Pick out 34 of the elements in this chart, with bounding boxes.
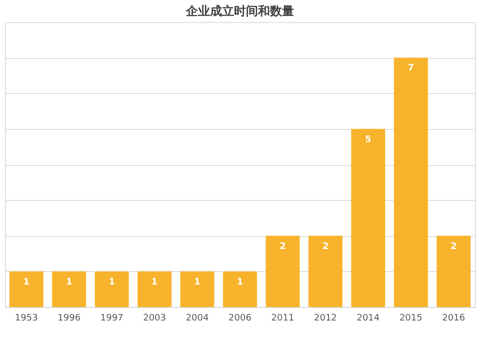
bar bbox=[351, 128, 386, 307]
data-label: 2 bbox=[450, 242, 457, 252]
bar bbox=[436, 236, 471, 307]
bar bbox=[223, 271, 257, 307]
bar bbox=[266, 236, 300, 307]
data-label: 2 bbox=[280, 242, 286, 252]
data-label: 1 bbox=[23, 277, 30, 288]
x-tick-label: 2011 bbox=[271, 314, 294, 324]
x-tick-label: 2003 bbox=[143, 314, 166, 324]
data-label: 1 bbox=[151, 277, 158, 288]
x-tick-label: 2006 bbox=[228, 314, 252, 324]
x-tick-label: 2004 bbox=[186, 314, 209, 324]
bar bbox=[138, 271, 172, 307]
chart-title: 企业成立时间和数量 bbox=[185, 4, 294, 18]
x-tick-label: 1997 bbox=[100, 314, 124, 324]
x-tick-label: 1953 bbox=[14, 314, 38, 324]
data-label: 1 bbox=[66, 277, 72, 288]
bar bbox=[394, 58, 428, 307]
bar bbox=[52, 271, 86, 307]
bar bbox=[9, 271, 44, 307]
x-tick-label: 2012 bbox=[314, 314, 337, 324]
data-label: 7 bbox=[408, 64, 414, 74]
bar bbox=[308, 236, 342, 307]
data-label: 1 bbox=[194, 277, 200, 288]
bar bbox=[180, 271, 214, 307]
x-tick-label: 2014 bbox=[356, 314, 380, 324]
bar bbox=[94, 271, 129, 307]
x-tick-label: 1996 bbox=[58, 314, 81, 324]
data-label: 5 bbox=[365, 134, 372, 145]
x-tick-label: 2016 bbox=[442, 314, 466, 324]
data-label: 2 bbox=[322, 242, 329, 252]
data-label: 1 bbox=[108, 277, 115, 288]
x-tick-label: 2015 bbox=[399, 314, 422, 324]
data-label: 1 bbox=[236, 277, 244, 288]
